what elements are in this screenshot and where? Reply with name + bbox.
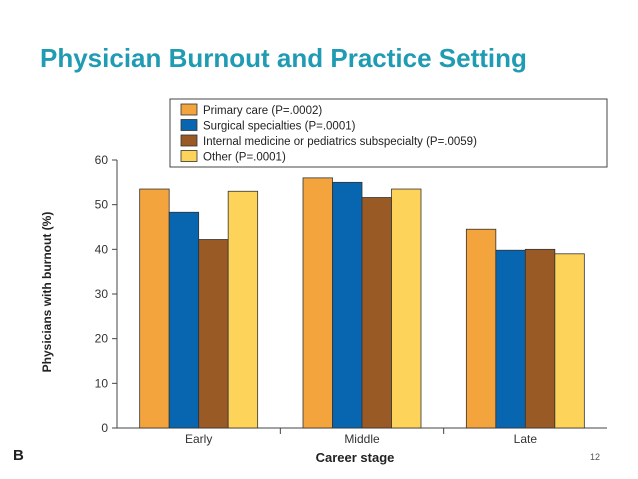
legend-label: Primary care (P=.0002) [203, 105, 322, 117]
y-axis-label: Physicians with burnout (%) [40, 212, 54, 373]
bar [391, 188, 422, 429]
bars [139, 177, 585, 429]
bar [168, 211, 200, 429]
x-tick-label: Late [514, 432, 538, 446]
legend-label: Surgical specialties (P=.0001) [203, 121, 356, 133]
legend-label: Other (P=.0001) [203, 152, 286, 164]
y-tick-label: 10 [95, 376, 109, 390]
bar [302, 177, 333, 429]
legend-box [169, 98, 608, 168]
x-tick-label: Early [185, 432, 212, 446]
legend-label: Internal medicine or pediatrics subspeci… [203, 136, 477, 148]
y-tick-label: 0 [101, 421, 108, 435]
bar [554, 253, 585, 429]
legend-swatch [180, 134, 198, 147]
bar [495, 249, 526, 429]
bar [139, 188, 170, 429]
y-axis-ticks: 0 10 20 30 40 50 60 [95, 153, 117, 435]
legend-swatch [180, 103, 198, 116]
y-tick-label: 20 [95, 332, 109, 346]
bar [198, 239, 229, 429]
bar [332, 181, 363, 429]
bar [524, 248, 556, 429]
x-axis-ticks: Early Middle Late [185, 428, 537, 446]
panel-label: B [13, 447, 24, 464]
y-tick-label: 50 [95, 198, 109, 212]
page-number: 12 [590, 452, 601, 462]
bar [227, 190, 259, 429]
bar [465, 228, 497, 429]
legend-swatch [180, 150, 198, 162]
legend-items: Primary care (P=.0002) Surgical specialti… [180, 103, 477, 164]
y-tick-label: 40 [95, 242, 109, 256]
y-tick-label: 30 [95, 287, 109, 301]
x-axis-label: Career stage [316, 450, 395, 465]
bar [361, 197, 392, 429]
y-tick-label: 60 [95, 153, 109, 167]
legend-swatch [180, 119, 198, 131]
slide-title: Physician Burnout and Practice Setting [40, 43, 527, 73]
legend: Primary care (P=.0002) Surgical specialti… [169, 98, 608, 168]
x-tick-label: Middle [344, 432, 380, 446]
